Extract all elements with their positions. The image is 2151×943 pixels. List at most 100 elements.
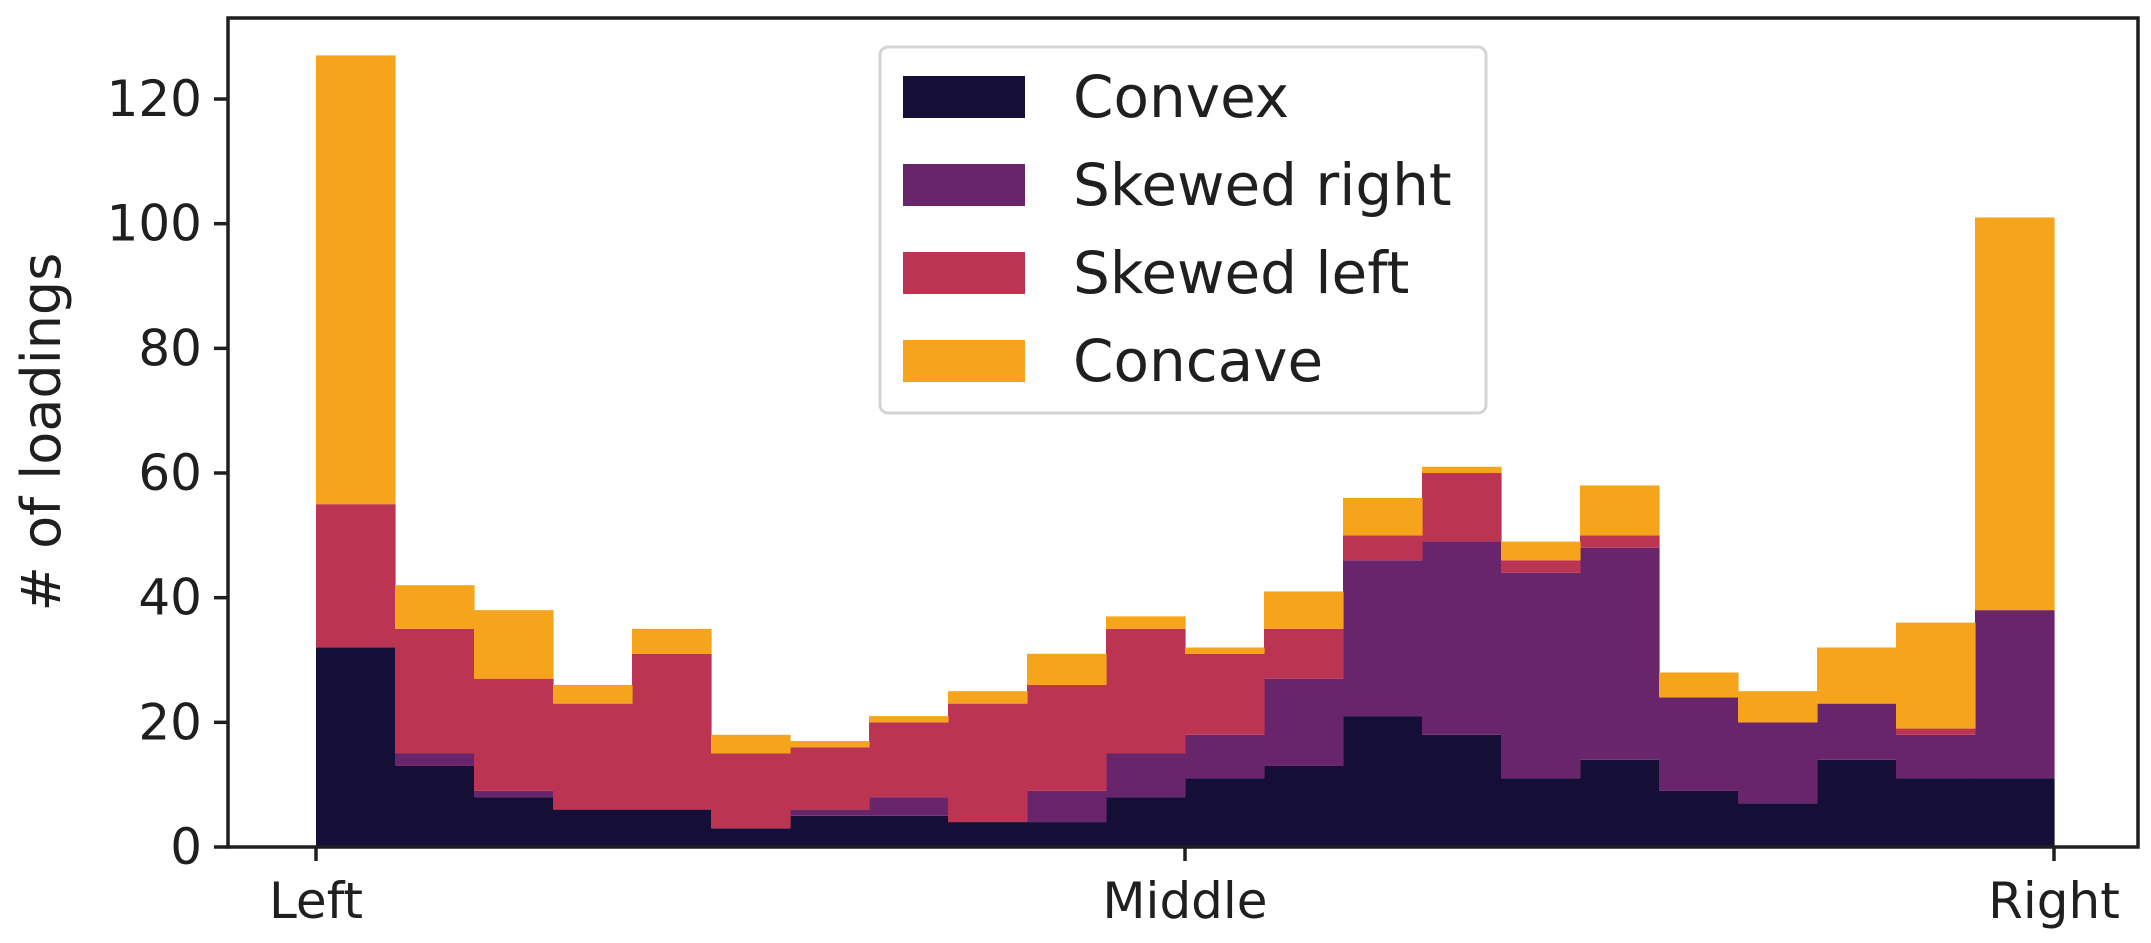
- bar-segment: [1659, 790, 1739, 847]
- bar-segment: [1422, 734, 1502, 847]
- x-tick-label: Middle: [1102, 872, 1267, 930]
- bar-segment: [553, 703, 633, 810]
- bar-segment: [632, 809, 712, 847]
- bar-segment: [1817, 759, 1897, 847]
- bar-segment: [790, 741, 870, 748]
- bar-segment: [1185, 734, 1265, 779]
- bar-segment: [1106, 753, 1186, 798]
- bar-segment: [395, 628, 475, 754]
- axes-layer: 0 20 40 60 80 100 120 Left Middle Right: [107, 16, 2140, 930]
- bar-segment: [1343, 535, 1423, 561]
- bar-segment: [1580, 759, 1660, 847]
- y-tick-label: 80: [138, 319, 202, 377]
- bar-segment: [1422, 541, 1502, 735]
- y-tick-label: 60: [138, 444, 202, 502]
- bar-segment: [869, 716, 949, 723]
- plot-frame: [226, 16, 2140, 849]
- bar-segment: [474, 678, 554, 791]
- legend-box: [878, 45, 1488, 415]
- bar-segment: [1580, 547, 1660, 760]
- bar-segment: [1580, 535, 1660, 548]
- bar-segment: [395, 765, 475, 847]
- bar-segment: [948, 822, 1028, 847]
- bar-segment: [1264, 591, 1344, 629]
- bar-segment: [553, 684, 633, 704]
- y-tick-label: 120: [107, 70, 202, 128]
- bar-segment: [316, 55, 396, 505]
- bar-segment: [1975, 778, 2055, 847]
- bar-segment: [869, 797, 949, 816]
- bar-segment: [1738, 691, 1818, 723]
- bar-segment: [1896, 778, 1976, 847]
- bar-segment: [474, 797, 554, 847]
- legend: Convex Skewed right Skewed left Concave: [878, 45, 1488, 415]
- bars-layer: [316, 55, 2055, 847]
- bar-segment: [1501, 560, 1581, 573]
- bar-segment: [1501, 572, 1581, 779]
- bar-segment: [1975, 610, 2055, 779]
- legend-label: Skewed left: [1073, 239, 1409, 307]
- bar-segment: [395, 585, 475, 629]
- series-concave: [316, 55, 2055, 754]
- bar-segment: [316, 647, 396, 847]
- bar-segment: [474, 610, 554, 679]
- legend-label: Concave: [1073, 327, 1323, 395]
- bar-segment: [1501, 541, 1581, 561]
- bar-segment: [1896, 734, 1976, 779]
- legend-swatch: [903, 340, 1025, 382]
- bar-segment: [316, 504, 396, 648]
- bar-segment: [1896, 622, 1976, 729]
- bar-segment: [869, 815, 949, 847]
- bar-segment: [869, 722, 949, 798]
- bar-segment: [790, 815, 870, 847]
- y-tick-label: 0: [170, 818, 202, 876]
- bar-segment: [1106, 797, 1186, 847]
- bar-segment: [1185, 778, 1265, 847]
- bar-segment: [395, 753, 475, 766]
- bar-segment: [1422, 466, 1502, 474]
- bar-segment: [1106, 616, 1186, 629]
- series-skewed-left: [316, 473, 1976, 829]
- bar-segment: [1343, 716, 1423, 847]
- bar-segment: [1264, 765, 1344, 847]
- bar-segment: [1580, 485, 1660, 536]
- bar-segment: [1027, 653, 1107, 685]
- bar-segment: [1817, 647, 1897, 704]
- bar-segment: [1185, 647, 1265, 654]
- bar-segment: [553, 809, 633, 847]
- legend-label: Skewed right: [1073, 151, 1452, 219]
- bar-segment: [948, 703, 1028, 823]
- series-skewed-right: [395, 541, 2055, 823]
- bar-segment: [632, 653, 712, 810]
- y-axis-title: # of loadings: [10, 253, 73, 612]
- bar-segment: [1264, 628, 1344, 679]
- series-convex: [316, 647, 2055, 847]
- bar-segment: [474, 790, 554, 798]
- bar-segment: [711, 734, 791, 754]
- bar-segment: [1659, 697, 1739, 791]
- bar-segment: [1027, 684, 1107, 791]
- x-tick-label: Left: [269, 872, 363, 930]
- bar-segment: [1817, 703, 1897, 760]
- bar-segment: [1264, 678, 1344, 766]
- bar-segment: [1106, 628, 1186, 754]
- bar-segment: [948, 691, 1028, 704]
- bar-segment: [711, 828, 791, 847]
- legend-label: Convex: [1073, 63, 1289, 131]
- bar-segment: [790, 809, 870, 816]
- bar-segment: [1659, 672, 1739, 698]
- bar-segment: [1422, 473, 1502, 542]
- bar-segment: [1975, 217, 2055, 611]
- bar-segment: [632, 628, 712, 654]
- bar-segment: [1185, 653, 1265, 735]
- bar-segment: [1501, 778, 1581, 847]
- bar-segment: [1896, 728, 1976, 735]
- bar-segment: [1027, 822, 1107, 847]
- bar-segment: [790, 747, 870, 810]
- bar-segment: [1738, 722, 1818, 804]
- y-tick-label: 20: [138, 693, 202, 751]
- bar-segment: [1738, 803, 1818, 847]
- bar-segment: [1343, 560, 1423, 717]
- legend-swatch: [903, 164, 1025, 206]
